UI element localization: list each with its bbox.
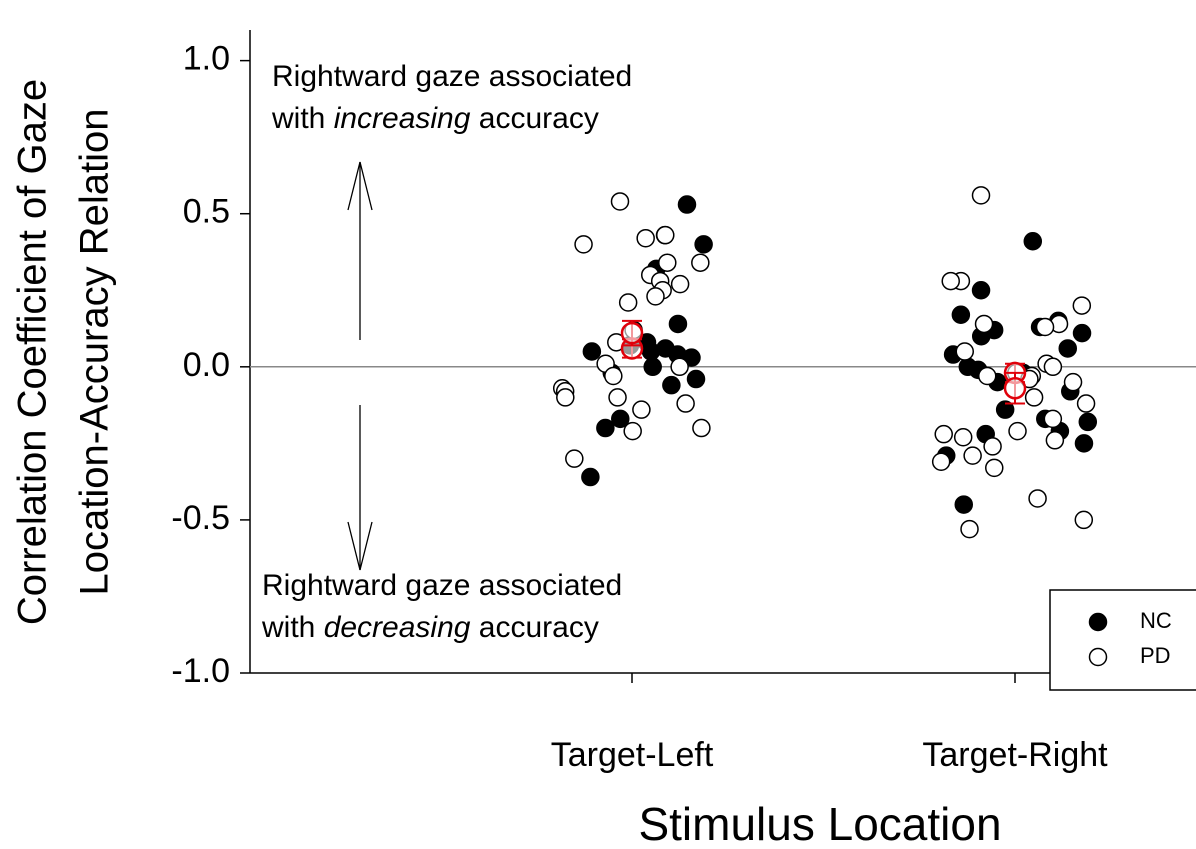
y-tick-label: 1.0 <box>183 40 230 78</box>
annotation-part: with <box>271 102 334 135</box>
point <box>1008 421 1027 441</box>
annotation: Rightward gaze associated <box>272 60 632 93</box>
annotation-part: accuracy <box>470 611 598 644</box>
annotation-part: accuracy <box>470 102 598 135</box>
point <box>955 342 975 361</box>
x-tick-label: Target-Right <box>922 736 1108 774</box>
point <box>604 366 623 386</box>
point <box>931 452 951 471</box>
legend-label: NC <box>1140 608 1172 633</box>
point <box>608 388 627 407</box>
point <box>963 446 982 465</box>
point <box>934 424 953 444</box>
point <box>556 388 575 407</box>
point <box>985 458 1004 478</box>
point <box>941 271 960 291</box>
point <box>574 235 593 254</box>
point <box>1024 388 1044 407</box>
point <box>1058 339 1078 358</box>
point <box>691 253 710 272</box>
point <box>643 357 662 377</box>
y-tick-label: 0.5 <box>183 193 230 231</box>
point <box>623 421 642 441</box>
mean-marker <box>1003 376 1027 400</box>
legend-label: PD <box>1140 643 1171 668</box>
point <box>692 418 711 438</box>
point <box>1076 394 1096 413</box>
point <box>1035 317 1055 337</box>
point <box>1078 412 1098 432</box>
x-tick-label: Target-Left <box>551 736 714 774</box>
point <box>953 427 973 447</box>
annotation: with decreasing accuracy <box>261 611 599 644</box>
point <box>656 225 675 245</box>
point <box>1043 357 1063 377</box>
point <box>677 195 697 214</box>
point <box>668 314 688 334</box>
y-tick-label: -0.5 <box>171 499 230 537</box>
x-axis-label: Stimulus Location <box>638 798 1001 849</box>
legend-box <box>1049 589 1196 691</box>
point <box>974 314 994 334</box>
point <box>670 274 690 294</box>
point <box>694 235 713 254</box>
arrows <box>347 161 373 571</box>
y-axis-label: Correlation Coefficient of Gaze <box>11 79 55 625</box>
point <box>1023 232 1043 251</box>
annotation-emphasis: decreasing <box>324 611 471 644</box>
point <box>658 253 677 272</box>
y-tick-label: 0.0 <box>183 346 230 384</box>
point <box>618 293 638 312</box>
point <box>954 495 974 514</box>
point <box>565 449 584 468</box>
point <box>1072 323 1092 343</box>
legend-marker <box>1088 647 1108 667</box>
point <box>610 192 630 211</box>
point <box>641 342 661 361</box>
point <box>581 467 600 487</box>
annotation: Rightward gaze associated <box>262 569 622 602</box>
annotation: with increasing accuracy <box>271 102 599 135</box>
point <box>676 394 695 413</box>
point <box>960 519 979 539</box>
point <box>686 369 706 389</box>
point <box>1074 510 1094 530</box>
point <box>971 281 991 300</box>
y-tick-label: -1.0 <box>171 652 230 690</box>
point <box>582 342 602 361</box>
annotation-emphasis: increasing <box>334 102 471 135</box>
mean-marker <box>620 321 644 345</box>
point <box>611 409 630 429</box>
y-axis-label: Location-Accuracy Relation <box>73 109 117 596</box>
point <box>1028 489 1047 508</box>
point <box>1074 434 1094 453</box>
point <box>978 366 997 386</box>
legend-marker <box>1088 612 1108 632</box>
point <box>1063 372 1083 392</box>
point <box>1045 431 1065 450</box>
point <box>1043 409 1063 429</box>
point <box>632 400 651 419</box>
point <box>646 287 665 306</box>
point <box>662 375 681 395</box>
point <box>670 357 689 377</box>
point <box>995 400 1015 419</box>
point <box>971 186 991 205</box>
point <box>636 228 655 248</box>
annotation-part: with <box>261 611 324 644</box>
point <box>951 305 971 325</box>
point <box>983 437 1002 456</box>
point <box>1072 296 1092 315</box>
point <box>596 418 615 438</box>
